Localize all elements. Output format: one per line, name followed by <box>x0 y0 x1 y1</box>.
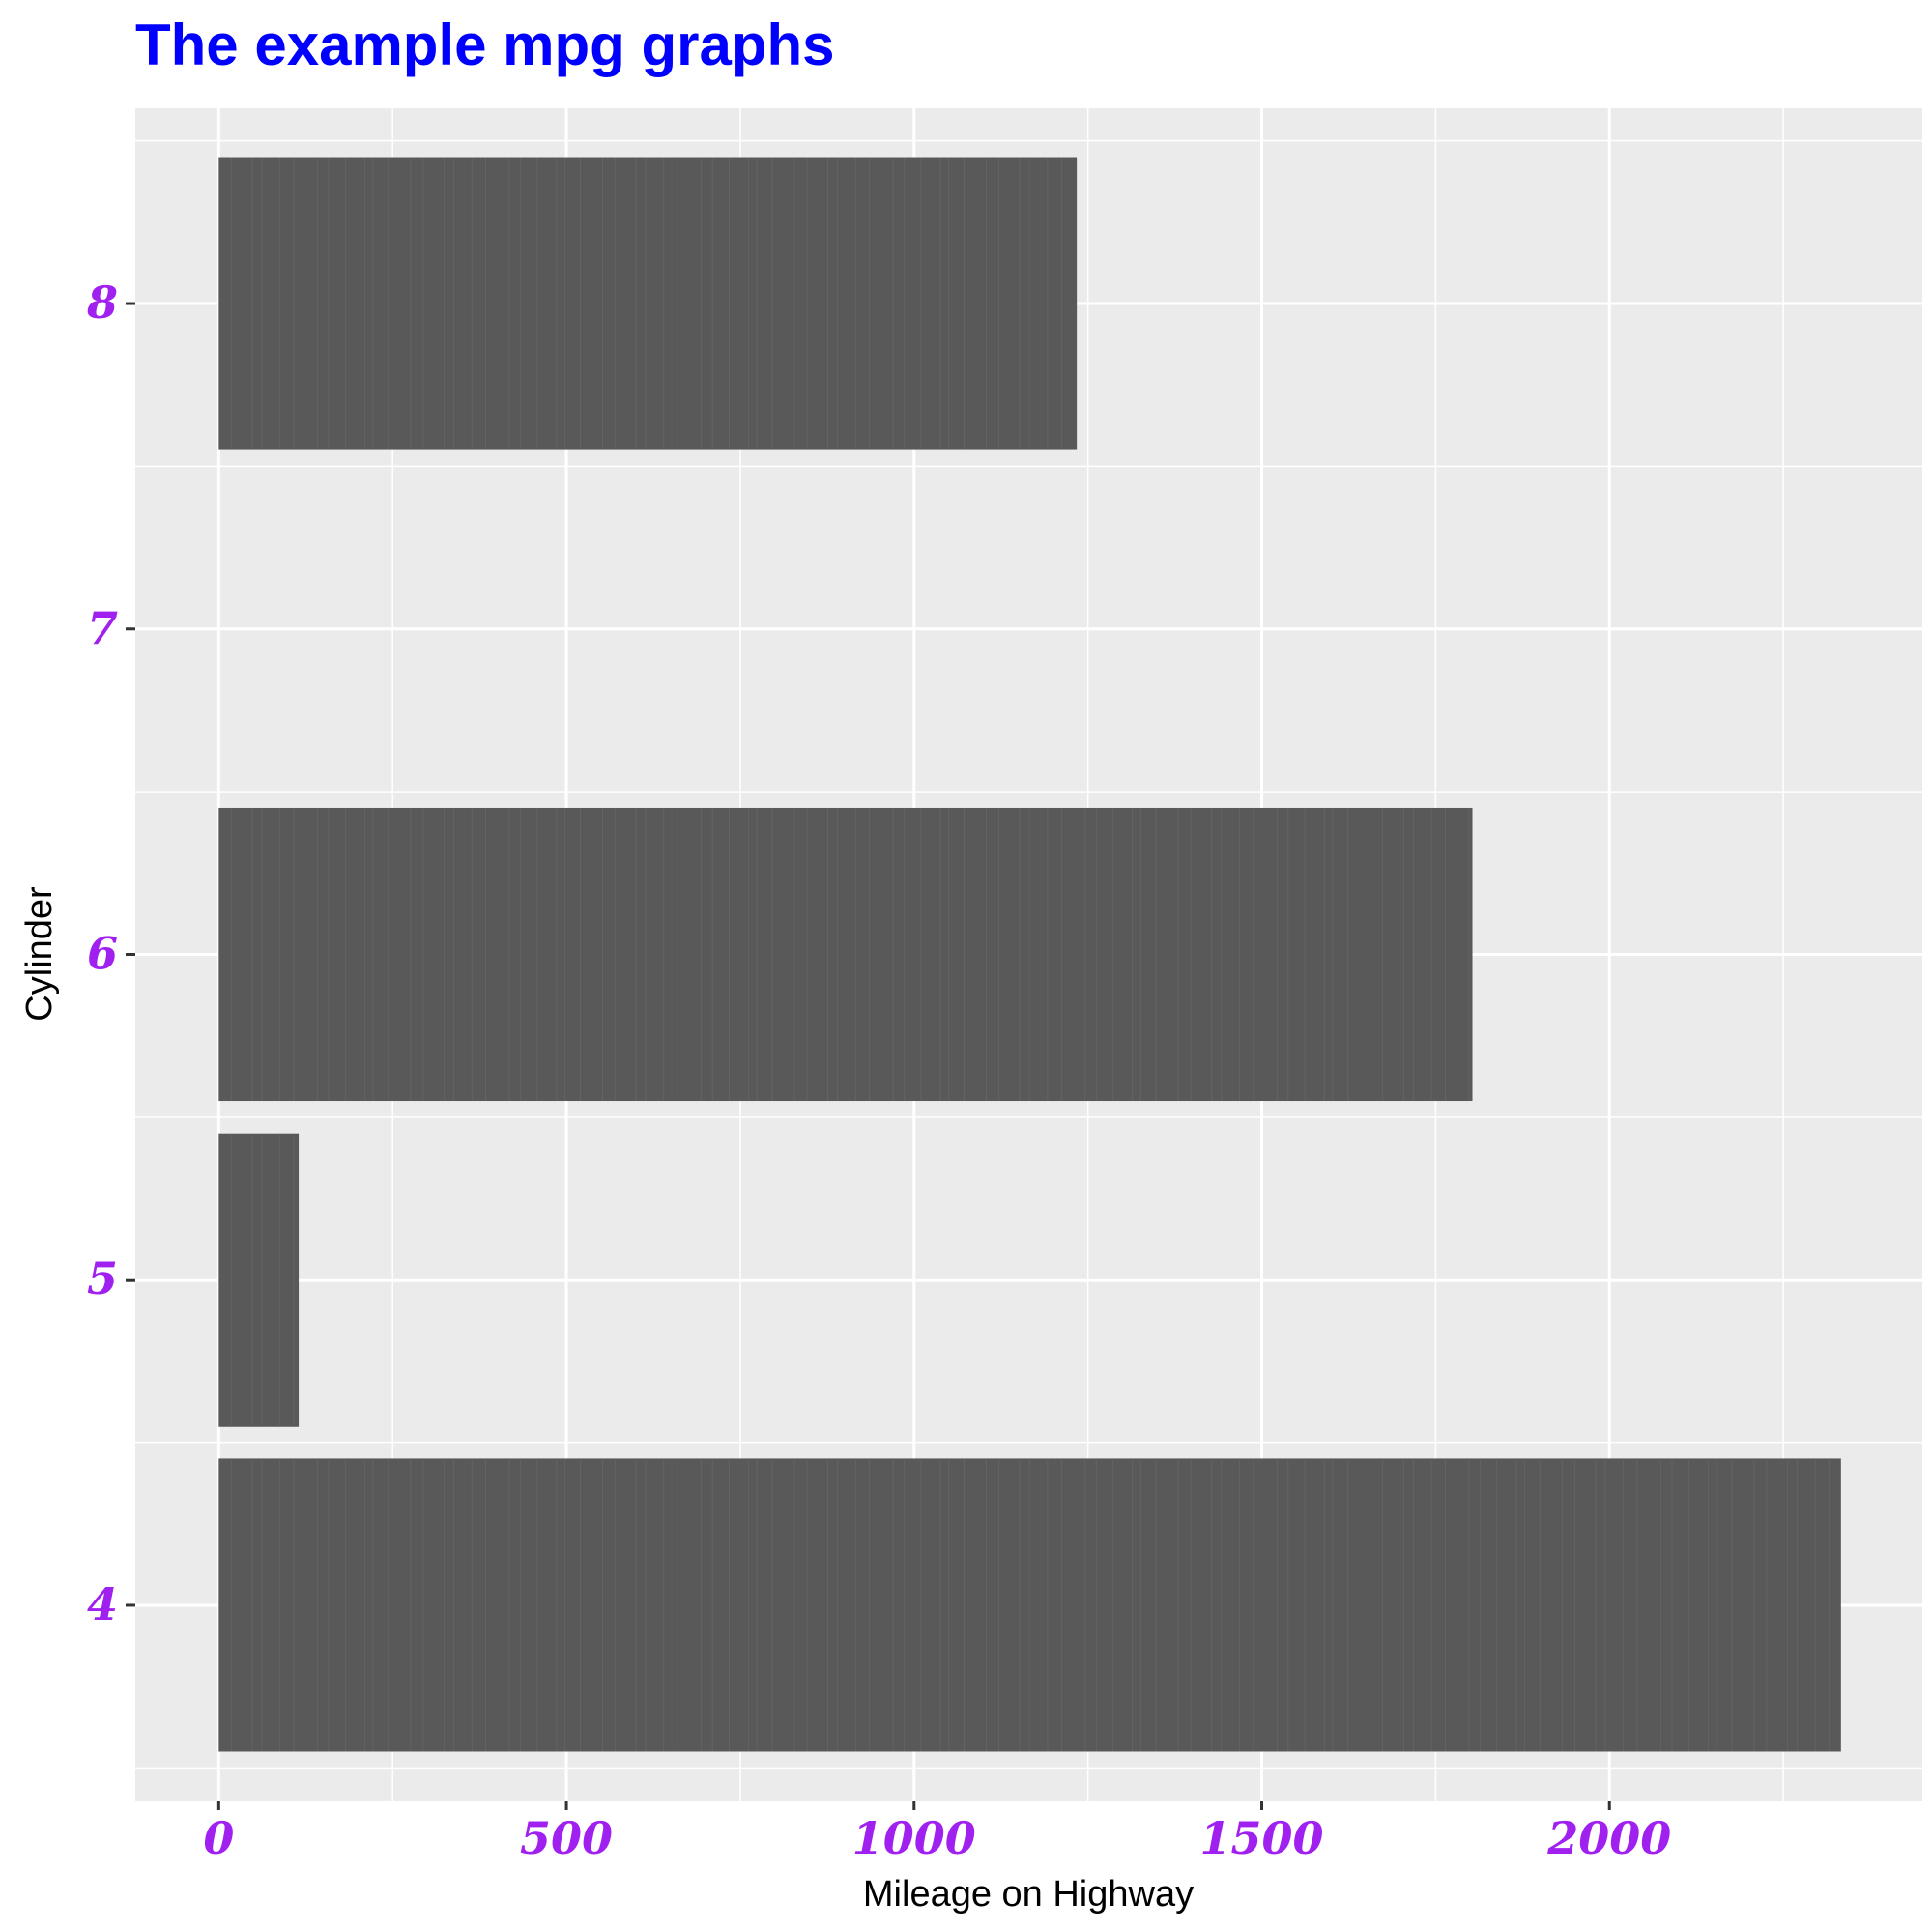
bar-8 <box>218 157 1078 450</box>
x-tick-label: 500 <box>520 1812 613 1864</box>
bar-rect <box>218 807 1473 1102</box>
x-tick-label: 2000 <box>1546 1812 1671 1864</box>
bar-6 <box>218 807 1473 1102</box>
y-tick-label: 5 <box>87 1253 118 1305</box>
bars <box>218 157 1841 1752</box>
bar-rect <box>218 157 1078 450</box>
y-tick-label: 8 <box>86 276 118 329</box>
bar-4 <box>218 1458 1841 1752</box>
bar-5 <box>218 1133 300 1427</box>
x-axis-title: Mileage on Highway <box>863 1874 1194 1915</box>
y-tick-label: 7 <box>87 602 118 654</box>
y-tick-label: 6 <box>87 928 118 980</box>
x-tick-label: 1500 <box>1200 1812 1324 1864</box>
y-tick-label: 4 <box>87 1578 118 1630</box>
x-tick-label: 0 <box>203 1812 234 1864</box>
bar-rect <box>218 1133 300 1427</box>
y-axis-title: Cylinder <box>19 886 60 1022</box>
x-tick-label: 1000 <box>852 1812 976 1864</box>
axes: 0 500 1000 1500 2000 4 5 6 7 8 <box>86 276 1671 1864</box>
chart-title: The example mpg graphs <box>135 13 835 77</box>
